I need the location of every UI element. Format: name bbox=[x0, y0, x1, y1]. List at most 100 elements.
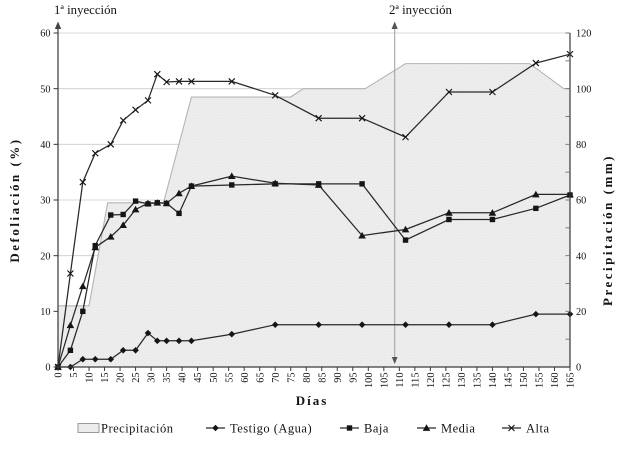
annotation-second-injection: 2ª inyección bbox=[389, 3, 452, 17]
y-axis-title-left: Defoliación (%) bbox=[7, 137, 22, 262]
x-tick-label: 15 bbox=[100, 373, 111, 383]
square-marker bbox=[108, 212, 114, 218]
square-marker bbox=[402, 237, 409, 243]
diamond-marker bbox=[532, 310, 540, 318]
x-marker bbox=[315, 114, 323, 122]
precipitation-swatch-icon bbox=[77, 423, 100, 433]
x-tick-label: 0 bbox=[54, 373, 65, 378]
x-tick-label: 145 bbox=[504, 373, 515, 388]
x-tick-label: 160 bbox=[550, 373, 561, 388]
x-tick-label: 140 bbox=[488, 373, 499, 388]
left-tick-label: 60 bbox=[40, 29, 50, 40]
x-marker bbox=[144, 96, 152, 104]
triangle-icon bbox=[422, 424, 431, 431]
diamond-marker bbox=[107, 355, 115, 363]
x-marker bbox=[175, 78, 183, 85]
x-tick-label: 90 bbox=[333, 373, 344, 383]
x-marker bbox=[402, 133, 409, 141]
legend-item-precipitaci-n: Precipitación bbox=[77, 421, 173, 435]
chart-legend: Precipitación Testigo (Agua) Baja Media Alta bbox=[77, 421, 549, 435]
diamond-marker bbox=[91, 355, 99, 363]
left-tick-label: 20 bbox=[40, 251, 50, 262]
x-marker bbox=[532, 59, 540, 67]
x-marker bbox=[67, 270, 74, 277]
right-tick-label: 60 bbox=[576, 196, 586, 207]
x-tick-label: 155 bbox=[535, 373, 546, 388]
x-marker bbox=[489, 88, 496, 96]
x-marker bbox=[163, 78, 171, 86]
x-tick-label: 25 bbox=[131, 373, 142, 383]
x-marker bbox=[228, 78, 236, 85]
left-tick-label: 0 bbox=[45, 363, 50, 374]
square-marker bbox=[176, 210, 182, 217]
injection-1-up-arrow-icon bbox=[54, 21, 62, 29]
diamond-marker bbox=[402, 321, 409, 328]
square-marker bbox=[489, 216, 496, 223]
triangle-marker bbox=[271, 179, 280, 187]
triangle-marker bbox=[66, 321, 75, 329]
x-tick-label: 150 bbox=[519, 373, 530, 388]
diamond-marker bbox=[489, 321, 496, 328]
square-icon bbox=[346, 425, 353, 431]
diamond-marker bbox=[315, 321, 322, 328]
x-marker bbox=[119, 116, 127, 124]
x-tick-label: 80 bbox=[302, 373, 313, 383]
x-tick-label: 5 bbox=[69, 373, 80, 378]
legend-item-testigo-agua: Testigo (Agua) bbox=[206, 421, 312, 435]
x-tick-label: 130 bbox=[457, 373, 468, 388]
triangle-marker bbox=[153, 199, 162, 206]
diamond-marker bbox=[144, 329, 152, 337]
triangle-marker bbox=[445, 209, 453, 216]
triangle-marker bbox=[106, 233, 115, 240]
injection-line-2 bbox=[391, 21, 398, 364]
x-tick-label: 95 bbox=[348, 373, 359, 383]
x-tick-label: 75 bbox=[286, 373, 297, 383]
left-tick-label: 40 bbox=[40, 140, 50, 151]
right-tick-label: 100 bbox=[576, 84, 591, 95]
triangle-marker bbox=[488, 209, 497, 216]
x-tick-label: 40 bbox=[178, 373, 189, 383]
square-marker bbox=[533, 205, 539, 212]
square-marker bbox=[80, 308, 86, 315]
diamond-marker bbox=[188, 337, 195, 345]
diamond-marker bbox=[132, 347, 139, 354]
square-marker bbox=[446, 216, 452, 223]
right-axis-ticks: 0 20 40 60 80 100 120 bbox=[565, 29, 591, 374]
legend-label: Media bbox=[441, 421, 475, 435]
x-tick-label: 100 bbox=[364, 373, 375, 388]
triangle-marker bbox=[91, 243, 100, 251]
right-tick-label: 120 bbox=[576, 29, 591, 40]
series-testigo-agua bbox=[54, 310, 574, 371]
x-tick-label: 115 bbox=[410, 373, 421, 388]
down-arrow-icon bbox=[391, 357, 398, 364]
triangle-marker bbox=[227, 172, 236, 179]
x-tick-label: 10 bbox=[85, 373, 96, 383]
diamond-marker bbox=[228, 330, 236, 338]
diamond-marker bbox=[358, 321, 366, 328]
x-tick-label: 60 bbox=[240, 373, 251, 383]
x-marker bbox=[79, 178, 87, 186]
x-tick-label: 55 bbox=[224, 373, 235, 383]
x-tick-label: 165 bbox=[566, 373, 577, 388]
x-tick-label: 65 bbox=[255, 373, 266, 383]
left-axis-ticks: 0 10 20 30 40 50 60 bbox=[40, 29, 58, 374]
x-marker bbox=[132, 106, 139, 114]
x-tick-label: 125 bbox=[441, 373, 452, 388]
triangle-marker bbox=[79, 282, 87, 290]
right-tick-label: 20 bbox=[576, 307, 586, 318]
x-tick-label: 110 bbox=[395, 373, 406, 388]
left-tick-label: 50 bbox=[40, 84, 50, 95]
legend-item-media: Media bbox=[417, 421, 475, 435]
triangle-marker bbox=[314, 181, 323, 188]
triangle-marker bbox=[175, 189, 183, 197]
diamond-marker bbox=[271, 321, 279, 328]
x-marker bbox=[107, 140, 115, 148]
square-marker bbox=[359, 181, 365, 187]
x-tick-label: 20 bbox=[116, 373, 127, 383]
x-marker bbox=[271, 91, 279, 99]
triangle-marker bbox=[401, 225, 410, 233]
x-marker bbox=[153, 70, 161, 78]
